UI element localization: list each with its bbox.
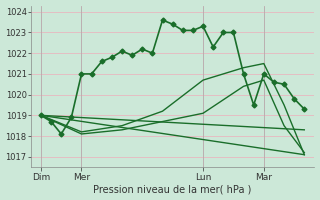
X-axis label: Pression niveau de la mer( hPa ): Pression niveau de la mer( hPa ) <box>93 184 252 194</box>
